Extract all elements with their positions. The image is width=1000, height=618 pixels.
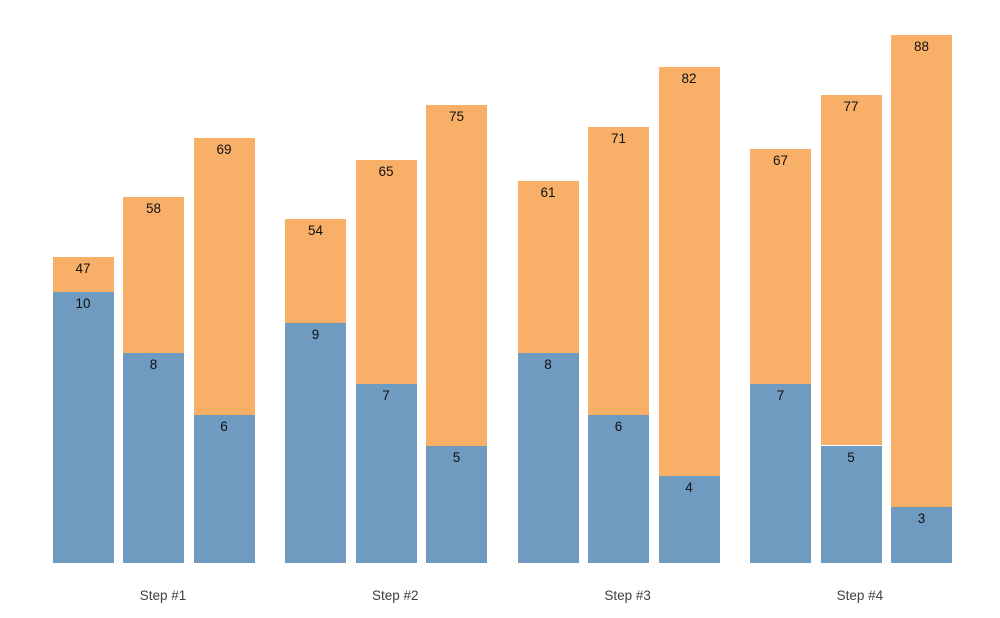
bar-segment-bottom-blue [355,384,417,563]
bar-segment-bottom-blue [123,353,184,563]
bar-segment-top-orange [193,137,255,415]
bar-segment-bottom-blue [588,414,649,563]
bar-segment-top-orange [588,127,649,415]
bar-segment-bottom-blue [52,292,114,563]
x-tick-label: Step #1 [139,588,187,603]
x-tick-label: Step #4 [836,588,884,603]
bar-segment-top-orange [517,181,579,354]
bar-segment-top-orange [355,159,417,385]
bar-segment-top-orange [891,34,952,507]
bar-segment-top-orange [426,105,487,446]
bar-segment-top-orange [820,94,882,446]
x-tick-label: Step #2 [372,588,419,603]
bar-segment-bottom-blue [750,384,811,563]
bar-segment-bottom-blue [820,445,882,563]
bar-segment-bottom-blue [517,353,579,563]
bar-segment-top-orange [52,256,114,292]
x-tick-label: Step #3 [604,588,651,603]
bar-segment-bottom-blue [891,506,952,563]
bar-segment-bottom-blue [426,445,487,563]
bar-segment-bottom-blue [285,322,346,563]
bar-segment-top-orange [123,197,184,354]
bar-segment-top-orange [750,148,811,385]
bar-segment-top-orange [285,219,346,323]
bar-segment-bottom-blue [658,476,720,563]
bar-segment-top-orange [658,67,720,477]
bar-segment-bottom-blue [193,414,255,563]
